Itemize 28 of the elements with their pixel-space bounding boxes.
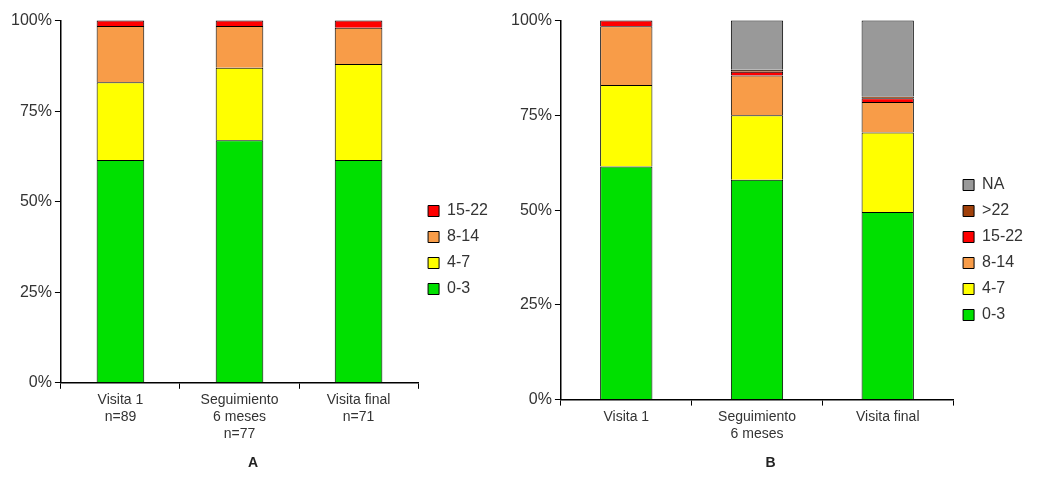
y-tick-label: 100% [511,11,552,29]
y-tick-label: 0% [528,390,552,408]
legend-label: 0-3 [447,279,471,297]
legend-label: 0-3 [982,305,1006,323]
legend-label: >22 [982,201,1010,219]
text: A [247,454,259,471]
y-tick-label: 75% [19,101,52,119]
y-tick-label: 25% [519,295,552,313]
x-tick-label: Visita final [855,407,920,424]
y-tick-label: 50% [519,200,552,218]
y-tick-label: 50% [19,192,52,210]
x-tick-label: Visita 1 [603,407,650,424]
y-tick-label: 0% [28,373,52,391]
x-tick-label: Visita final n=71 [326,391,391,424]
text: B [765,454,776,471]
y-tick-label: 75% [519,105,552,123]
legend-label: 15-22 [447,201,489,219]
legend-label: 4-7 [447,253,471,271]
x-tick-label: Seguimiento 6 meses n=77 [200,391,279,441]
y-tick-label: 25% [19,282,52,300]
legend-label: 8-14 [447,227,480,245]
x-tick-label: Visita 1 n=89 [97,391,144,424]
x-tick-label: Seguimiento 6 meses [718,407,797,441]
legend-label: 4-7 [982,279,1006,297]
y-tick-label: 100% [11,11,52,29]
legend-label: 8-14 [982,253,1015,271]
legend-label: NA [982,175,1005,193]
legend-label: 15-22 [982,227,1024,245]
